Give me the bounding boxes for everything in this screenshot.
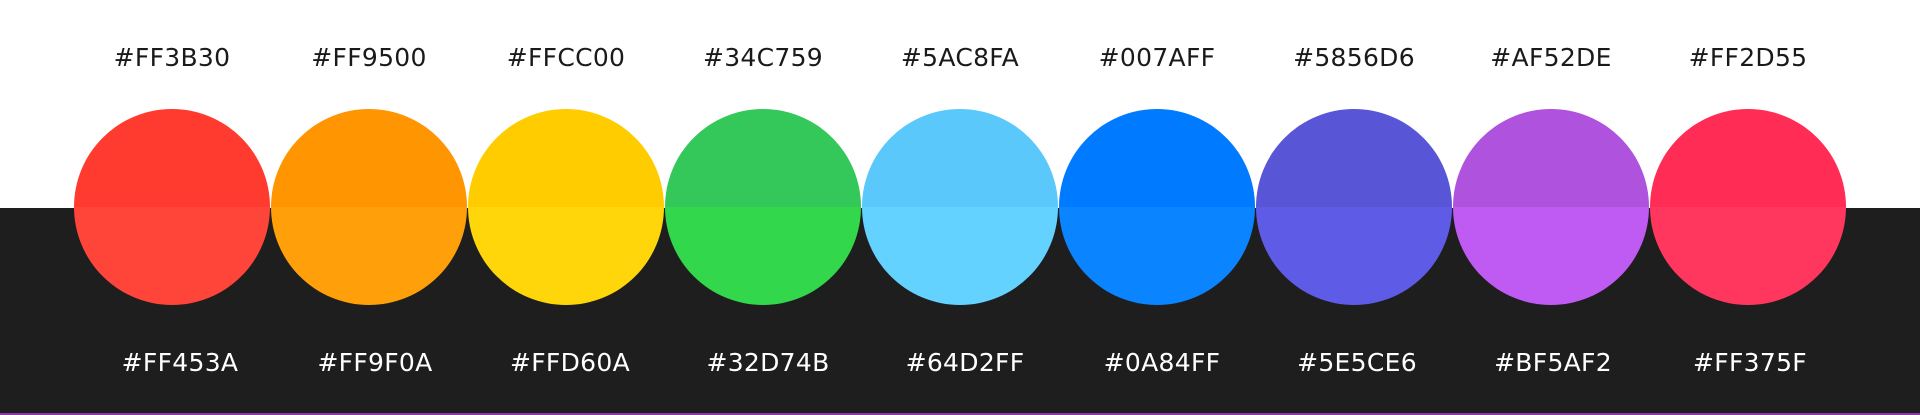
color-swatch-blue — [1059, 109, 1255, 305]
swatch-dark-half — [665, 207, 861, 305]
light-hex-label-teal: #5AC8FA — [900, 43, 1020, 72]
color-swatch-orange — [271, 109, 467, 305]
swatch-dark-half — [862, 207, 1058, 305]
dark-hex-label-red: #FF453A — [121, 348, 239, 377]
dark-hex-label-purple: #BF5AF2 — [1494, 348, 1612, 377]
swatch-light-half — [1453, 109, 1649, 207]
swatch-light-half — [862, 109, 1058, 207]
swatch-dark-half — [1650, 207, 1846, 305]
swatch-dark-half — [1256, 207, 1452, 305]
color-swatch-indigo — [1256, 109, 1452, 305]
light-hex-label-orange: #FF9500 — [311, 43, 427, 72]
light-hex-label-purple: #AF52DE — [1490, 43, 1612, 72]
dark-hex-label-yellow: #FFD60A — [510, 348, 630, 377]
dark-hex-label-teal: #64D2FF — [905, 348, 1025, 377]
color-swatch-pink — [1650, 109, 1846, 305]
light-hex-label-green: #34C759 — [702, 43, 824, 72]
swatch-light-half — [665, 109, 861, 207]
dark-hex-label-green: #32D74B — [706, 348, 830, 377]
dark-hex-label-blue: #0A84FF — [1103, 348, 1221, 377]
swatch-light-half — [74, 109, 270, 207]
dark-hex-label-indigo: #5E5CE6 — [1297, 348, 1417, 377]
swatch-light-half — [1650, 109, 1846, 207]
color-swatch-red — [74, 109, 270, 305]
light-hex-label-red: #FF3B30 — [113, 43, 231, 72]
swatch-light-half — [468, 109, 664, 207]
swatch-dark-half — [1453, 207, 1649, 305]
color-swatch-teal — [862, 109, 1058, 305]
color-swatch-yellow — [468, 109, 664, 305]
swatch-light-half — [271, 109, 467, 207]
dark-hex-label-pink: #FF375F — [1693, 348, 1807, 377]
swatch-light-half — [1059, 109, 1255, 207]
swatch-dark-half — [74, 207, 270, 305]
swatch-dark-half — [271, 207, 467, 305]
color-swatch-purple — [1453, 109, 1649, 305]
light-hex-label-yellow: #FFCC00 — [506, 43, 626, 72]
color-swatch-green — [665, 109, 861, 305]
light-hex-label-pink: #FF2D55 — [1688, 43, 1808, 72]
swatch-dark-half — [1059, 207, 1255, 305]
swatch-light-half — [1256, 109, 1452, 207]
swatch-dark-half — [468, 207, 664, 305]
light-hex-label-indigo: #5856D6 — [1293, 43, 1415, 72]
light-hex-label-blue: #007AFF — [1098, 43, 1216, 72]
bottom-border — [0, 413, 1920, 415]
dark-hex-label-orange: #FF9F0A — [317, 348, 433, 377]
